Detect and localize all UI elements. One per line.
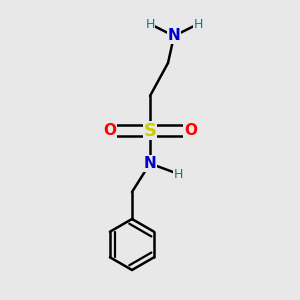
- Text: O: O: [184, 123, 197, 138]
- Text: N: N: [168, 28, 180, 44]
- Text: O: O: [103, 123, 116, 138]
- Text: H: H: [193, 17, 203, 31]
- Text: S: S: [143, 122, 157, 140]
- Text: H: H: [174, 167, 183, 181]
- Text: H: H: [145, 17, 155, 31]
- Text: N: N: [144, 156, 156, 171]
